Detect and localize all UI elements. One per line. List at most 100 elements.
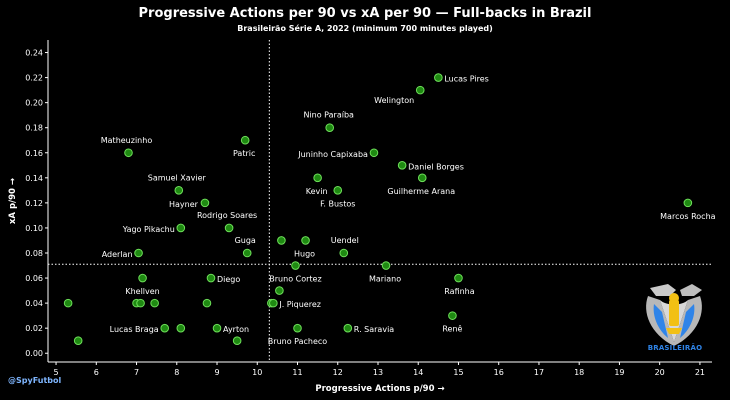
y-tick-label: 0.16 [25,149,43,158]
point-label: Aderlan [102,250,133,259]
credit-handle: @SpyFutbol [8,376,62,385]
chart-subtitle: Brasileirão Série A, 2022 (minimum 700 m… [237,24,493,33]
y-tick-label: 0.10 [25,224,43,233]
data-point [73,336,83,346]
x-tick-label: 11 [292,368,302,377]
point-label: Yago Pikachu [122,225,175,234]
x-tick-label: 14 [413,368,423,377]
data-point [415,85,425,95]
axes: 5 6 7 8 9 10 11 12 13 14 15 16 17 18 19 20 21 0.00 0.02 0.0… [8,40,712,394]
y-tick-label: 0.14 [25,174,43,183]
x-tick-label: 19 [614,368,624,377]
y-tick-label: 0.04 [25,299,43,308]
data-point [63,298,73,308]
point-label: R. Saravia [354,325,394,334]
x-tick-label: 17 [534,368,544,377]
point-label: Ayrton [223,325,249,334]
y-axis-label: xA p/90 → [8,178,18,224]
data-point [381,261,391,270]
y-tick-label: 0.08 [25,249,43,258]
data-point [242,248,252,258]
point-label: Matheuzinho [101,136,153,145]
point-label: Rodrigo Soares [197,211,257,220]
point-label: Uendel [331,236,359,245]
point-label: Welington [374,96,414,105]
data-point [417,173,427,183]
data-point [202,298,212,308]
point-label: Khellven [125,287,159,296]
point-label: Kevin [306,187,328,196]
point-label: Renê [442,324,462,334]
x-tick-label: 7 [134,368,139,377]
point-label: Mariano [369,275,401,284]
y-tick-label: 0.18 [25,124,43,133]
data-point [269,298,278,308]
data-point [448,311,457,320]
x-tick-label: 16 [494,368,504,377]
data-point [291,261,300,270]
point-label: Daniel Borges [408,162,464,171]
y-tick-label: 0.22 [25,74,43,83]
brasileirao-logo-text: BRASILEIRÃO [647,344,703,352]
x-tick-label: 18 [574,368,584,377]
x-tick-label: 15 [453,368,463,377]
x-axis-label: Progressive Actions p/90 → [315,384,444,394]
data-point [212,323,222,333]
data-point [434,73,443,82]
x-tick-label: 5 [54,368,59,377]
y-tick-label: 0.20 [25,99,43,108]
point-label: Lucas Braga [110,325,159,334]
point-label: Guga [235,236,256,245]
point-labels: Lucas Pires Welington Nino Paraíba Patric Ma… [101,75,716,347]
data-point [313,173,322,183]
data-point [277,236,286,245]
data-point [275,286,284,295]
x-tick-label: 6 [94,368,99,377]
data-point [150,298,159,308]
data-point [134,248,143,258]
data-point [176,223,186,233]
x-tick-label: 10 [252,368,262,377]
data-point [138,273,147,283]
y-tick-label: 0.02 [25,324,43,333]
data-point [240,135,250,145]
data-point [369,148,379,158]
data-point [454,273,463,283]
x-tick-label: 9 [214,368,219,377]
data-point [397,160,407,170]
point-label: Diego [217,275,240,284]
reference-lines [48,40,712,362]
point-label: F. Bustos [320,199,355,208]
data-point [206,273,216,283]
data-point [160,323,170,333]
data-point [325,123,334,133]
point-label: Marcos Rocha [660,212,715,221]
data-point [174,186,184,195]
y-tick-label: 0.12 [25,199,43,208]
x-tick-label: 21 [695,368,705,377]
point-label: J. Piquerez [278,300,321,309]
data-points [63,73,693,346]
x-tick-label: 8 [174,368,179,377]
point-label: Bruno Pacheco [268,337,328,346]
point-label: Lucas Pires [444,75,488,84]
brasileirao-logo [646,284,702,346]
x-tick-label: 13 [373,368,383,377]
data-point [301,236,310,245]
data-point [200,198,210,208]
point-label: Juninho Capixaba [297,150,368,159]
point-label: Nino Paraíba [303,111,354,120]
data-point [683,198,693,208]
point-label: Rafinha [444,287,474,296]
data-point [293,323,302,333]
y-tick-label: 0.24 [25,49,43,58]
point-label: Hayner [169,200,199,209]
y-tick-label: 0.06 [25,274,43,283]
point-label: Patric [233,149,255,158]
data-point [136,298,145,308]
x-tick-label: 20 [655,368,665,377]
chart-title: Progressive Actions per 90 vs xA per 90 … [138,6,592,21]
point-label: Guilherme Arana [387,187,455,196]
data-point [176,323,186,333]
